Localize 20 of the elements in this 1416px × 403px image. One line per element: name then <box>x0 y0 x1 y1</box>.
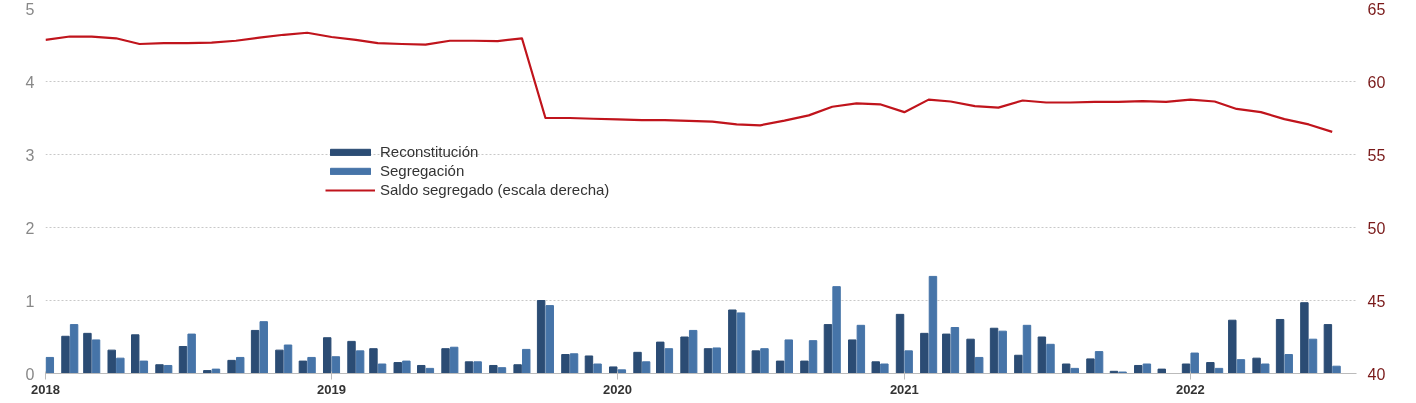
y-tick-label: 4 <box>25 73 35 91</box>
y2-tick-label: 40 <box>1367 365 1386 383</box>
legend-label: Saldo segregado (escala derecha) <box>380 181 610 198</box>
y2-tick-label: 50 <box>1367 219 1386 237</box>
y2-tick-label: 60 <box>1367 73 1386 91</box>
x-tick-label: 2022 <box>1175 381 1205 397</box>
x-tick-label: 2018 <box>31 381 60 397</box>
y-tick-label: 1 <box>25 292 35 310</box>
y-tick-label: 2 <box>25 219 35 237</box>
y-tick-label: 3 <box>25 146 35 164</box>
y2-tick-label: 55 <box>1367 146 1386 164</box>
y-tick-label: 0 <box>25 365 35 383</box>
x-tick-label: 2019 <box>317 381 346 397</box>
x-tick-label: 2020 <box>603 381 633 397</box>
y-tick-label: 5 <box>25 0 35 18</box>
legend-label: Segregación <box>380 162 465 179</box>
y2-tick-label: 65 <box>1367 0 1386 18</box>
x-tick-label: 2021 <box>889 381 919 397</box>
y2-tick-label: 45 <box>1367 292 1386 310</box>
legend-label: Reconstitución <box>380 143 479 160</box>
